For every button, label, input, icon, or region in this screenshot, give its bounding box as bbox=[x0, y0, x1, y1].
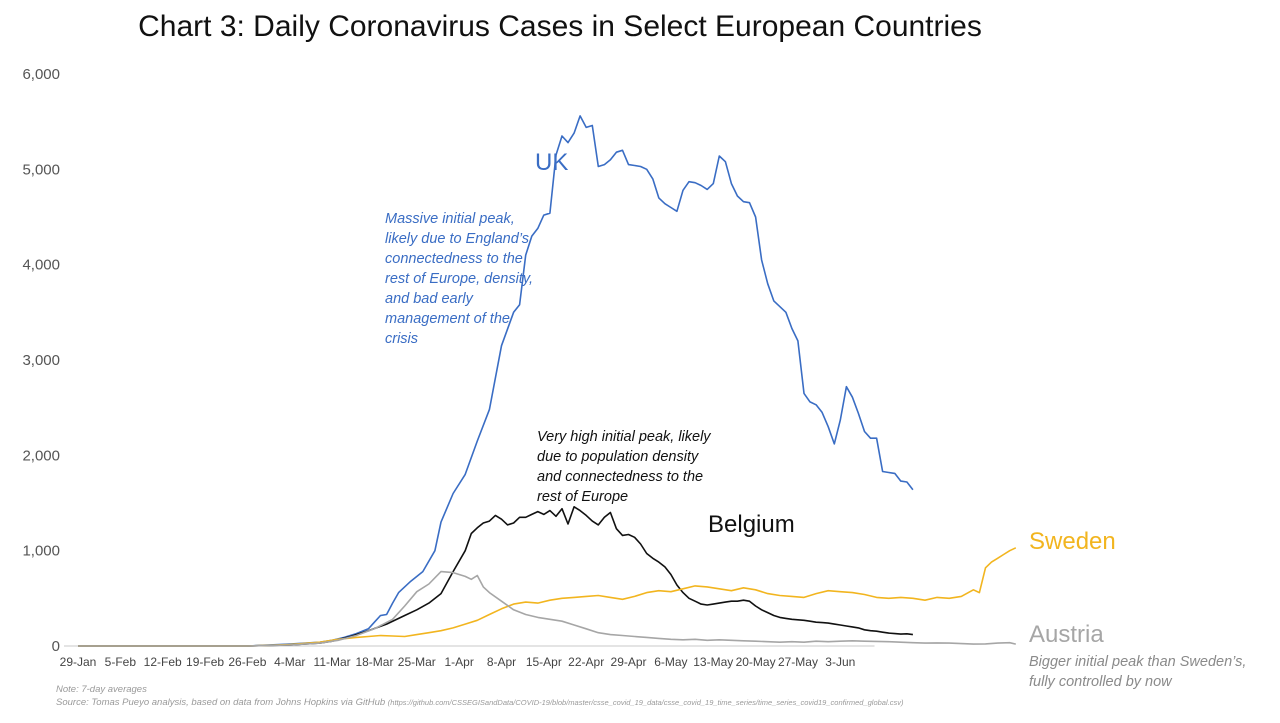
austria-label: Austria bbox=[1029, 621, 1104, 648]
annotation-line: likely due to England’s bbox=[385, 231, 529, 247]
annotation-line: management of the bbox=[385, 311, 510, 327]
annotation-line: rest of Europe, density, bbox=[385, 271, 533, 287]
annotation-line: connectedness to the bbox=[385, 251, 523, 267]
series-line-belgium bbox=[78, 506, 914, 647]
annotation-line: Very high initial peak, likely bbox=[537, 429, 711, 445]
sweden-label: Sweden bbox=[1029, 528, 1116, 555]
annotation-line: fully controlled by now bbox=[1029, 674, 1173, 690]
x-tick-label: 11-Mar bbox=[314, 655, 351, 669]
x-tick-label: 13-May bbox=[693, 655, 733, 669]
annotation-line: and connectedness to the bbox=[537, 469, 703, 485]
y-tick-label: 3,000 bbox=[22, 352, 60, 369]
x-tick-label: 19-Feb bbox=[186, 655, 224, 669]
y-axis-ticks: 0 1,000 2,000 3,000 4,000 5,000 6,000 bbox=[22, 66, 60, 655]
footnote-note: Note: 7-day averages bbox=[56, 684, 147, 695]
footnote-source: Source: Tomas Pueyo analysis, based on d… bbox=[56, 697, 904, 708]
austria-annotation: Bigger initial peak than Sweden’s, fully … bbox=[1029, 654, 1246, 690]
annotation-line: due to population density bbox=[537, 449, 699, 465]
chart-title: Chart 3: Daily Coronavirus Cases in Sele… bbox=[138, 10, 982, 43]
belgium-annotation: Very high initial peak, likely due to pop… bbox=[537, 429, 711, 505]
annotation-line: Bigger initial peak than Sweden’s, bbox=[1029, 654, 1246, 670]
series-lines bbox=[78, 115, 1017, 647]
uk-annotation: Massive initial peak, likely due to Engla… bbox=[385, 211, 533, 347]
x-tick-label: 1-Apr bbox=[444, 655, 473, 669]
footnote-url: (https://github.com/CSSEGISandData/COVID… bbox=[388, 698, 904, 707]
x-tick-label: 12-Feb bbox=[144, 655, 182, 669]
series-line-sweden bbox=[78, 547, 1017, 647]
y-tick-label: 4,000 bbox=[22, 257, 60, 274]
x-tick-label: 18-Mar bbox=[355, 655, 393, 669]
x-tick-label: 29-Jan bbox=[60, 655, 97, 669]
x-tick-label: 26-Feb bbox=[228, 655, 266, 669]
footnote-source-text: Source: Tomas Pueyo analysis, based on d… bbox=[56, 697, 385, 708]
y-tick-label: 6,000 bbox=[22, 66, 60, 83]
annotation-line: rest of Europe bbox=[537, 489, 628, 505]
x-tick-label: 27-May bbox=[778, 655, 818, 669]
x-tick-label: 3-Jun bbox=[825, 655, 855, 669]
y-tick-label: 1,000 bbox=[22, 543, 60, 560]
x-axis-ticks: 29-Jan 5-Feb 12-Feb 19-Feb 26-Feb 4-Mar 11-Mar… bbox=[60, 655, 856, 669]
annotation-line: Massive initial peak, bbox=[385, 211, 515, 227]
x-tick-label: 15-Apr bbox=[526, 655, 562, 669]
x-tick-label: 6-May bbox=[654, 655, 687, 669]
belgium-label: Belgium bbox=[708, 511, 795, 538]
x-tick-label: 29-Apr bbox=[611, 655, 647, 669]
x-tick-label: 4-Mar bbox=[274, 655, 305, 669]
x-tick-label: 8-Apr bbox=[487, 655, 516, 669]
series-line-uk bbox=[78, 115, 914, 647]
y-tick-label: 0 bbox=[52, 638, 60, 655]
x-tick-label: 5-Feb bbox=[105, 655, 137, 669]
x-tick-label: 20-May bbox=[736, 655, 776, 669]
y-tick-label: 5,000 bbox=[22, 161, 60, 178]
x-tick-label: 22-Apr bbox=[568, 655, 604, 669]
series-line-austria bbox=[78, 570, 1016, 647]
y-tick-label: 2,000 bbox=[22, 447, 60, 464]
annotation-line: crisis bbox=[385, 331, 418, 347]
uk-label: UK bbox=[535, 149, 568, 176]
x-tick-label: 25-Mar bbox=[398, 655, 436, 669]
annotation-line: and bad early bbox=[385, 291, 474, 307]
